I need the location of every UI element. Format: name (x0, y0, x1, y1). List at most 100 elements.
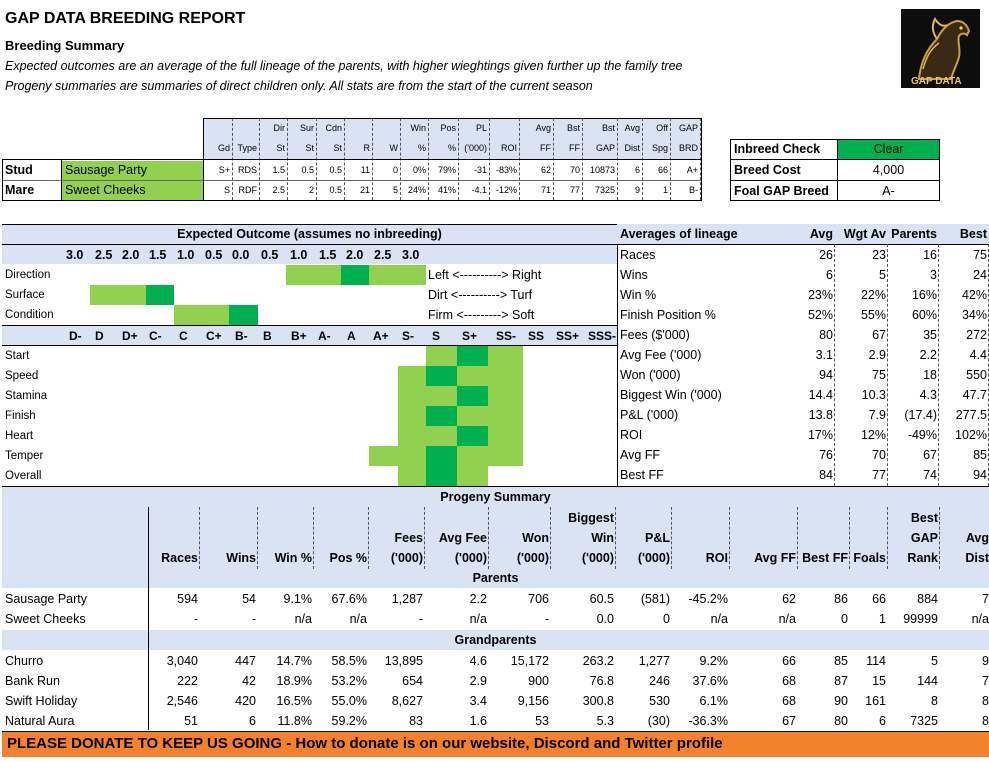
col-divider (849, 507, 850, 569)
progeny-col-header: P&L (645, 531, 670, 545)
attr-bar-peak (426, 406, 457, 426)
progeny-col-header: Rank (907, 551, 938, 565)
progeny-value: 246 (649, 674, 670, 688)
progeny-value: 83 (409, 714, 423, 728)
lineage-value: 7.9 (868, 408, 886, 422)
col-divider (424, 507, 425, 569)
parents-col-header-bot: FF (540, 143, 551, 153)
grand-section-bg (2, 630, 989, 650)
progeny-value: 66 (782, 654, 796, 668)
lineage-value: 77 (872, 468, 886, 482)
progeny-value: 420 (235, 694, 256, 708)
inbreed-value: Clear (873, 142, 904, 156)
col-divider (834, 244, 835, 486)
progeny-value: 3.4 (469, 694, 487, 708)
progeny-col-header: Avg FF (754, 551, 796, 565)
parents-col-header-top: Dir (273, 123, 286, 133)
parents-header-bg (203, 118, 701, 159)
report-title: GAP DATA BREEDING REPORT (5, 10, 246, 27)
progeny-col-header: ('000) (516, 551, 549, 565)
lineage-value: 2.9 (868, 348, 886, 362)
progeny-value: 900 (528, 674, 549, 688)
progeny-col-header: Fees (394, 531, 424, 545)
lineage-row-label: P&L ('000) (620, 408, 679, 422)
report-note-2: Progeny summaries are summaries of direc… (5, 79, 593, 93)
progeny-value: 114 (866, 654, 886, 668)
lineage-header-bg (617, 224, 989, 244)
col-divider (368, 507, 369, 569)
scale-top-label: 1.0 (290, 248, 308, 262)
parents-col-header-top: Pos (440, 123, 456, 133)
lineage-col-header: Wgt Av (843, 227, 886, 241)
pref-bar-peak (341, 265, 369, 285)
parent-stat: 11 (360, 165, 370, 175)
lineage-row-label: Win % (620, 288, 657, 302)
progeny-value: 53 (535, 714, 549, 728)
progeny-title-bg (2, 487, 989, 507)
lineage-value: 75 (973, 248, 987, 262)
lineage-row-label: Biggest Win ('000) (620, 388, 722, 402)
lineage-row-label: Best FF (620, 468, 664, 482)
col-divider (939, 507, 940, 569)
progeny-value: 161 (865, 694, 886, 708)
progeny-col-header: Races (161, 551, 198, 565)
scale-top-label: 3.0 (402, 248, 420, 262)
attr-row-label: Speed (5, 370, 39, 382)
parents-col-header-top: Avg (624, 123, 640, 133)
progeny-value: 0.0 (596, 612, 614, 626)
inbreed-label: Inbreed Check (734, 142, 821, 156)
parent-stat: -31 (473, 165, 487, 175)
foal-breed-label: Foal GAP Breed (734, 184, 829, 198)
grade-scale-label: S+ (462, 329, 478, 343)
lineage-value: 26 (819, 248, 833, 262)
report-subtitle: Breeding Summary (5, 38, 125, 53)
progeny-value: 14.7% (276, 654, 312, 668)
lineage-value: 13.8 (808, 408, 833, 422)
progeny-col-header: Best FF (802, 551, 848, 565)
parents-col-header-bot: Gd (217, 143, 230, 153)
progeny-grand-label: Grandparents (454, 633, 537, 647)
progeny-value: -45.2% (688, 592, 728, 606)
parent-stat: 0% (412, 165, 426, 175)
parent-name: Sausage Party (65, 163, 147, 177)
parent-stat: 21 (359, 185, 370, 195)
lineage-value: 22% (860, 288, 886, 302)
lineage-value: 23 (872, 248, 886, 262)
parent-stat: S+ (218, 165, 230, 175)
attr-row-label: Heart (5, 430, 34, 442)
parent-stat: 41% (437, 185, 456, 195)
grade-scale-label: SS (528, 329, 545, 343)
scale-top-label: 2.5 (374, 248, 392, 262)
divider (2, 325, 617, 326)
mare-name-bg (62, 181, 203, 200)
attr-bar-peak (457, 426, 488, 446)
col-divider (938, 244, 939, 486)
progeny-row-name: Sweet Cheeks (5, 612, 86, 626)
grade-scale-label: D+ (122, 329, 138, 343)
col-divider (488, 507, 489, 569)
lineage-value: 70 (872, 448, 886, 462)
parents-col-header-top: Bst (601, 123, 615, 133)
grade-scale-label: B (263, 329, 272, 343)
lineage-value: 277.5 (955, 408, 987, 422)
lineage-value: 16 (923, 248, 937, 262)
progeny-value: 3,040 (166, 654, 198, 668)
progeny-value: 1,277 (638, 654, 670, 668)
progeny-value: 87 (834, 674, 848, 688)
progeny-value: 6 (249, 714, 256, 728)
progeny-value: 66 (872, 592, 886, 606)
progeny-value: 9.1% (283, 592, 313, 606)
lineage-value: 5 (879, 268, 886, 282)
parent-stat: 0.5 (301, 165, 314, 175)
progeny-value: - (544, 612, 549, 626)
lineage-row-label: Won ('000) (620, 368, 681, 382)
scale-top-label: 0.5 (205, 248, 223, 262)
donate-banner[interactable] (2, 731, 989, 757)
scale-top-label: 0.5 (261, 248, 279, 262)
progeny-value: 76.8 (589, 674, 614, 688)
attr-row-label: Finish (5, 410, 36, 422)
progeny-value: 6.1% (699, 694, 729, 708)
lineage-row-label: Avg FF (620, 448, 661, 462)
progeny-value: n/a (971, 612, 989, 626)
foal-breed-value: A- (882, 184, 895, 198)
